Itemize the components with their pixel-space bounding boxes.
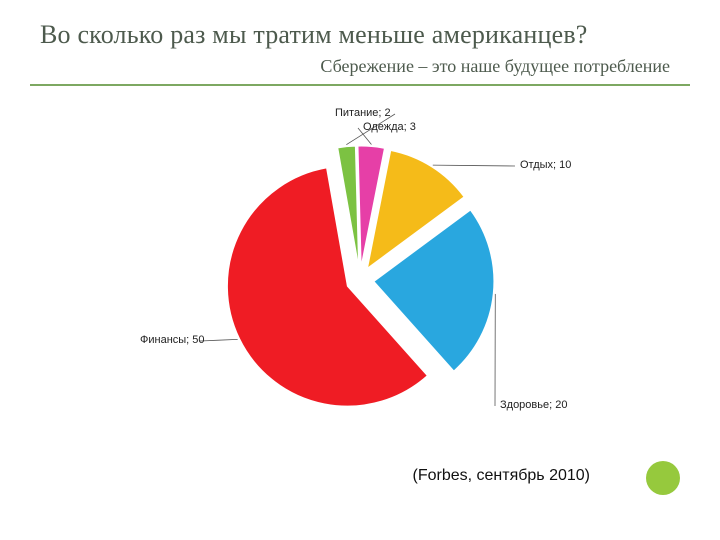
source-text: (Forbes, сентябрь 2010) [412,467,590,485]
pie-chart: Питание; 2 Одежда; 3 Отдых; 10 Здоровье; 20… [120,100,600,420]
slide: Во сколько раз мы тратим меньше американ… [0,0,720,540]
page-title: Во сколько раз мы тратим меньше американ… [40,20,680,50]
slice-label: Одежда; 3 [363,121,416,133]
decor-circle-icon [646,461,680,495]
slice-label: Отдых; 10 [520,159,571,171]
slice-label: Здоровье; 20 [500,399,567,411]
leader-line [433,165,515,166]
pie-svg: Питание; 2 Одежда; 3 Отдых; 10 Здоровье; 20… [120,100,600,440]
leader-line [200,339,238,341]
page-subtitle: Сбережение – это наше будущее потреблени… [320,56,670,77]
title-underline [30,84,690,86]
slice-label: Финансы; 50 [140,334,205,346]
slice-label: Питание; 2 [335,107,391,119]
